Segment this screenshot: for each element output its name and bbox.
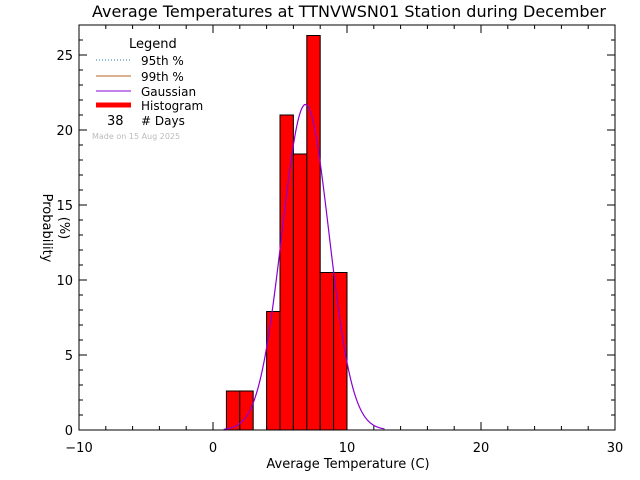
histogram-bar-4 [292,153,308,431]
histogram-bar-1 [239,390,254,431]
x-tick-label: −10 [65,441,92,456]
histogram-bar-0 [225,390,241,431]
y-axis-unit: (%) [56,217,71,240]
x-axis: −10 0 10 20 30 [65,25,623,456]
y-tick-label: 10 [56,274,73,289]
legend: Legend 95th % 99th % Gaussian Histogram … [92,37,203,141]
histogram-bars [225,35,348,431]
histogram-bar-2 [266,311,281,431]
legend-days-count: 38 [107,114,124,129]
legend-title: Legend [129,37,177,52]
y-tick-label: 0 [65,424,73,439]
x-tick-label: 10 [339,441,356,456]
y-axis-label: Probability [39,194,54,263]
made-on-stamp: Made on 15 Aug 2025 [92,132,180,141]
x-tick-label: 30 [607,441,624,456]
legend-label-histogram: Histogram [141,99,203,113]
histogram-bar-6 [319,272,335,431]
y-tick-label: 25 [56,49,73,64]
legend-label-99th: 99th % [141,70,184,84]
chart-title: Average Temperatures at TTNVWSN01 Statio… [92,2,606,21]
y-tick-label: 15 [56,199,73,214]
x-axis-label: Average Temperature (C) [266,457,429,472]
y-tick-label: 5 [65,349,73,364]
x-tick-label: 20 [473,441,490,456]
legend-label-gaussian: Gaussian [141,85,196,99]
x-tick-label: 0 [209,441,217,456]
histogram-bar-5 [306,35,321,431]
gaussian-curve [223,103,385,430]
legend-label-95th: 95th % [141,54,184,68]
y-tick-label: 20 [56,124,73,139]
legend-days-label: # Days [141,114,185,128]
y-axis: 0 5 10 15 20 25 [56,24,615,439]
